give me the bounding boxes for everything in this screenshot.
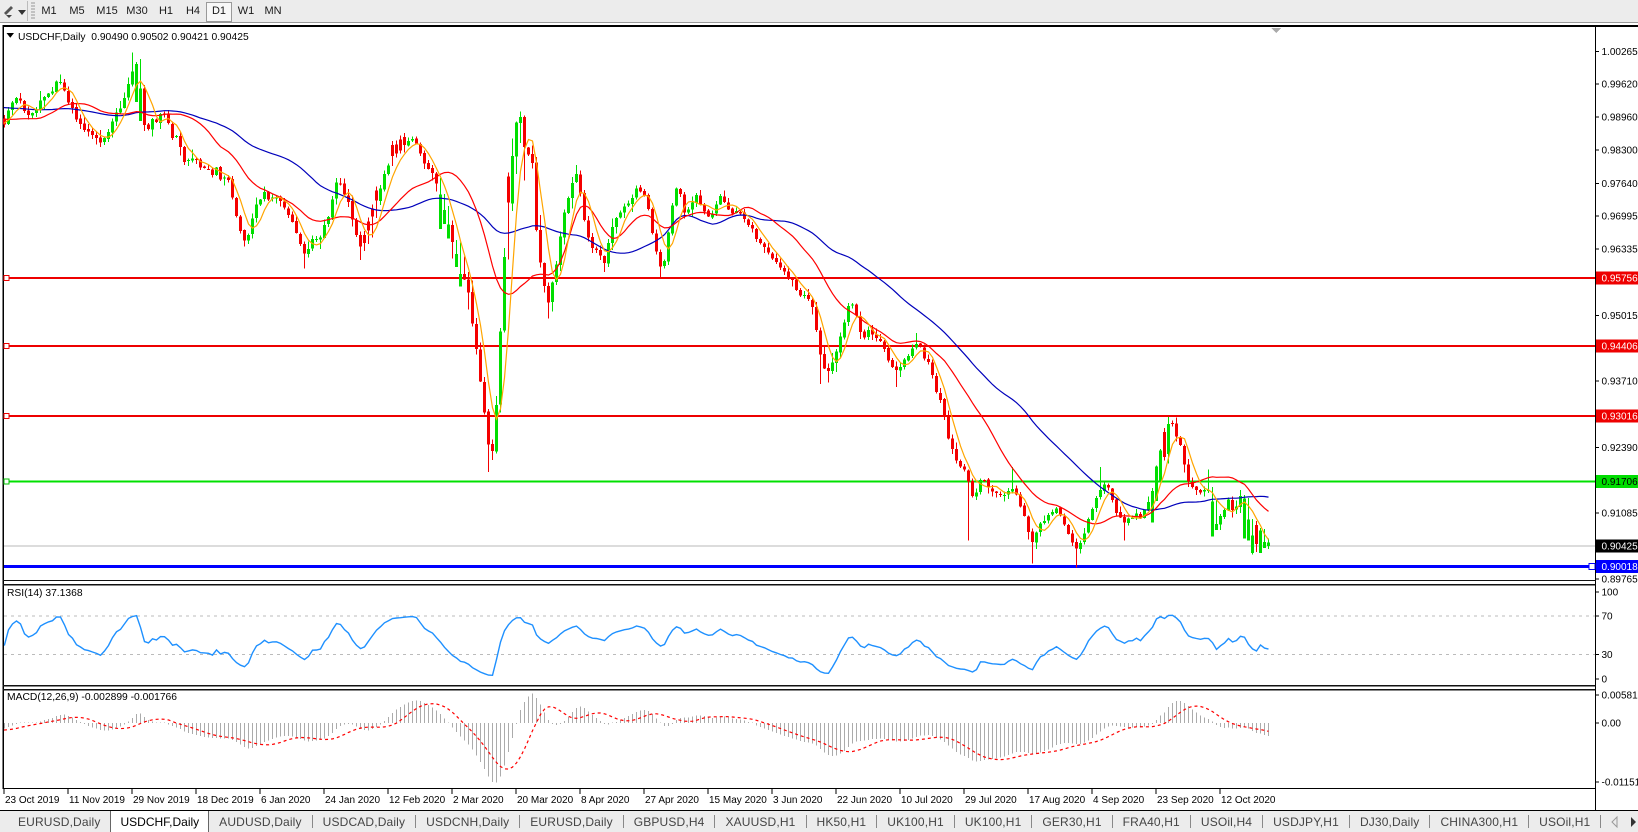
svg-text:0.00: 0.00 xyxy=(1602,719,1622,730)
svg-text:100: 100 xyxy=(1602,587,1619,598)
svg-text:USDCHF,Daily 0.90490 0.90502: USDCHF,Daily 0.90490 0.90502 0.90421 0.9… xyxy=(18,32,249,43)
svg-text:11 Nov 2019: 11 Nov 2019 xyxy=(69,795,125,806)
svg-text:0.92390: 0.92390 xyxy=(1602,443,1638,454)
svg-text:1.00265: 1.00265 xyxy=(1602,47,1638,58)
svg-text:0.99620: 0.99620 xyxy=(1602,79,1638,90)
svg-text:0.95756: 0.95756 xyxy=(1602,274,1638,285)
svg-text:0.93710: 0.93710 xyxy=(1602,376,1638,387)
svg-text:6 Jan 2020: 6 Jan 2020 xyxy=(261,795,311,806)
svg-text:0.91085: 0.91085 xyxy=(1602,508,1638,519)
svg-text:24 Jan 2020: 24 Jan 2020 xyxy=(325,795,380,806)
svg-text:0.96335: 0.96335 xyxy=(1602,245,1638,256)
svg-text:12 Oct 2020: 12 Oct 2020 xyxy=(1221,795,1276,806)
svg-text:MACD(12,26,9) -0.002899 -0.001: MACD(12,26,9) -0.002899 -0.001766 xyxy=(7,692,177,703)
svg-text:0.94406: 0.94406 xyxy=(1602,341,1638,352)
svg-text:30: 30 xyxy=(1602,650,1614,661)
svg-text:0.95015: 0.95015 xyxy=(1602,311,1638,322)
svg-text:0.89765: 0.89765 xyxy=(1602,575,1638,586)
svg-text:23 Sep 2020: 23 Sep 2020 xyxy=(1157,795,1214,806)
svg-text:12 Feb 2020: 12 Feb 2020 xyxy=(389,795,446,806)
svg-text:3 Jun 2020: 3 Jun 2020 xyxy=(773,795,823,806)
svg-text:29 Jul 2020: 29 Jul 2020 xyxy=(965,795,1017,806)
svg-text:0: 0 xyxy=(1602,675,1608,686)
svg-text:29 Nov 2019: 29 Nov 2019 xyxy=(133,795,190,806)
svg-text:17 Aug 2020: 17 Aug 2020 xyxy=(1029,795,1086,806)
svg-text:18 Dec 2019: 18 Dec 2019 xyxy=(197,795,254,806)
svg-text:0.97640: 0.97640 xyxy=(1602,179,1638,190)
svg-text:4 Sep 2020: 4 Sep 2020 xyxy=(1093,795,1145,806)
svg-text:20 Mar 2020: 20 Mar 2020 xyxy=(517,795,574,806)
svg-text:-0.011514: -0.011514 xyxy=(1602,778,1638,789)
svg-text:0.91706: 0.91706 xyxy=(1602,477,1638,488)
svg-text:0.96995: 0.96995 xyxy=(1602,211,1638,222)
svg-text:2 Mar 2020: 2 Mar 2020 xyxy=(453,795,504,806)
svg-text:8 Apr 2020: 8 Apr 2020 xyxy=(581,795,630,806)
svg-text:70: 70 xyxy=(1602,612,1614,623)
svg-text:15 May 2020: 15 May 2020 xyxy=(709,795,767,806)
svg-text:10 Jul 2020: 10 Jul 2020 xyxy=(901,795,953,806)
svg-text:0.93016: 0.93016 xyxy=(1602,411,1638,422)
svg-text:0.005818: 0.005818 xyxy=(1602,691,1638,702)
svg-text:0.98960: 0.98960 xyxy=(1602,113,1638,124)
svg-text:0.90425: 0.90425 xyxy=(1602,542,1638,553)
svg-text:0.98300: 0.98300 xyxy=(1602,146,1638,157)
svg-text:23 Oct 2019: 23 Oct 2019 xyxy=(5,795,60,806)
svg-text:22 Jun 2020: 22 Jun 2020 xyxy=(837,795,892,806)
svg-text:27 Apr 2020: 27 Apr 2020 xyxy=(645,795,699,806)
svg-text:0.90018: 0.90018 xyxy=(1602,562,1638,573)
svg-text:RSI(14) 37.1368: RSI(14) 37.1368 xyxy=(7,588,83,599)
